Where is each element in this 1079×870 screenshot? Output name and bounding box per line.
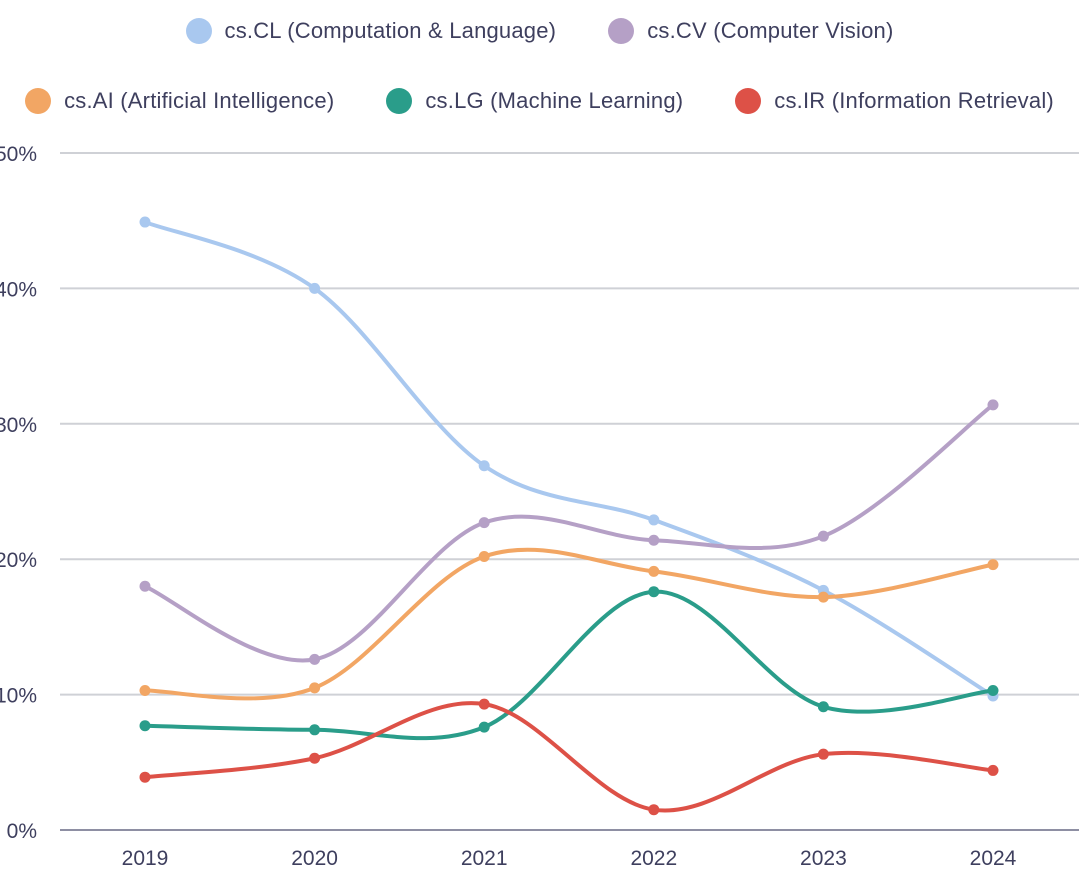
data-point-cs-ir-2023[interactable] xyxy=(817,748,829,760)
data-point-cs-cv-2019[interactable] xyxy=(139,580,151,592)
legend-item-cs-ai[interactable]: cs.AI (Artificial Intelligence) xyxy=(25,88,334,114)
legend-label: cs.CV (Computer Vision) xyxy=(647,18,894,43)
axes: 2019 2020 2021 2022 2023 2024 xyxy=(60,829,1079,870)
data-point-cs-ai-2021[interactable] xyxy=(478,550,490,562)
series-line-cs-lg xyxy=(143,589,995,741)
data-point-cs-ir-2022[interactable] xyxy=(648,804,660,816)
y-tick-label: 20% xyxy=(0,549,37,572)
y-tick-label: 30% xyxy=(0,414,37,437)
x-tick-label: 2023 xyxy=(800,847,847,870)
series-line-cs-cl xyxy=(143,220,995,698)
y-tick-label: 50% xyxy=(0,143,37,166)
legend-swatch xyxy=(185,18,212,44)
series-line-cs-ai xyxy=(143,547,995,701)
data-point-cs-cl-2020[interactable] xyxy=(309,282,321,294)
data-point-cs-ir-2024[interactable] xyxy=(987,764,999,776)
data-point-cs-ai-2023[interactable] xyxy=(817,591,829,603)
x-tick-label: 2019 xyxy=(122,847,169,870)
data-point-cs-ir-2020[interactable] xyxy=(309,752,321,764)
legend-swatch xyxy=(25,88,52,114)
data-point-cs-lg-2019[interactable] xyxy=(139,720,151,732)
legend-label: cs.AI (Artificial Intelligence) xyxy=(64,88,335,113)
data-point-cs-cv-2021[interactable] xyxy=(478,517,490,529)
legend-swatch xyxy=(608,18,635,44)
data-point-cs-cl-2021[interactable] xyxy=(478,460,490,472)
y-tick-label: 40% xyxy=(0,278,37,301)
data-point-cs-cl-2022[interactable] xyxy=(648,514,660,526)
y-tick-label: 0% xyxy=(7,820,37,843)
series-line-cs-cv xyxy=(143,402,995,663)
x-tick-label: 2020 xyxy=(291,847,338,870)
data-point-cs-cv-2023[interactable] xyxy=(817,530,829,542)
legend-item-cs-cl[interactable]: cs.CL (Computation & Language) xyxy=(185,18,557,44)
legend-swatch xyxy=(735,88,762,114)
series-points xyxy=(139,216,999,816)
data-point-cs-cv-2020[interactable] xyxy=(309,653,321,665)
data-point-cs-ai-2022[interactable] xyxy=(648,565,660,577)
legend-label: cs.CL (Computation & Language) xyxy=(224,18,557,43)
y-tick-label: 10% xyxy=(0,685,37,708)
series-lines xyxy=(143,220,995,813)
data-point-cs-lg-2023[interactable] xyxy=(817,701,829,713)
x-tick-label: 2022 xyxy=(630,847,677,870)
data-point-cs-cl-2019[interactable] xyxy=(139,216,151,228)
legend-item-cs-lg[interactable]: cs.LG (Machine Learning) xyxy=(386,88,683,114)
data-point-cs-ai-2024[interactable] xyxy=(987,559,999,571)
legend-row-2: cs.AI (Artificial Intelligence) cs.LG (Ma… xyxy=(0,88,1079,114)
data-point-cs-lg-2020[interactable] xyxy=(309,724,321,736)
legend-item-cs-ir[interactable]: cs.IR (Information Retrieval) xyxy=(735,88,1054,114)
data-point-cs-ai-2019[interactable] xyxy=(139,685,151,697)
legend-label: cs.LG (Machine Learning) xyxy=(425,88,684,113)
x-tick-label: 2024 xyxy=(970,847,1017,870)
data-point-cs-lg-2022[interactable] xyxy=(648,586,660,598)
legend-label: cs.IR (Information Retrieval) xyxy=(774,88,1054,113)
x-tick-label: 2021 xyxy=(461,847,508,870)
data-point-cs-lg-2024[interactable] xyxy=(987,685,999,697)
data-point-cs-lg-2021[interactable] xyxy=(478,721,490,733)
legend-row-1: cs.CL (Computation & Language) cs.CV (Com… xyxy=(0,18,1079,44)
legend-item-cs-cv[interactable]: cs.CV (Computer Vision) xyxy=(608,18,893,44)
legend-swatch xyxy=(386,88,413,114)
data-point-cs-cv-2024[interactable] xyxy=(987,399,999,411)
data-point-cs-ir-2019[interactable] xyxy=(139,771,151,783)
series-line-cs-ir xyxy=(143,701,995,813)
data-point-cs-ai-2020[interactable] xyxy=(309,682,321,694)
grid-lines: 0% 10% 20% 30% 40% 50% xyxy=(0,143,1079,843)
data-point-cs-ir-2021[interactable] xyxy=(478,698,490,710)
data-point-cs-cv-2022[interactable] xyxy=(648,534,660,546)
